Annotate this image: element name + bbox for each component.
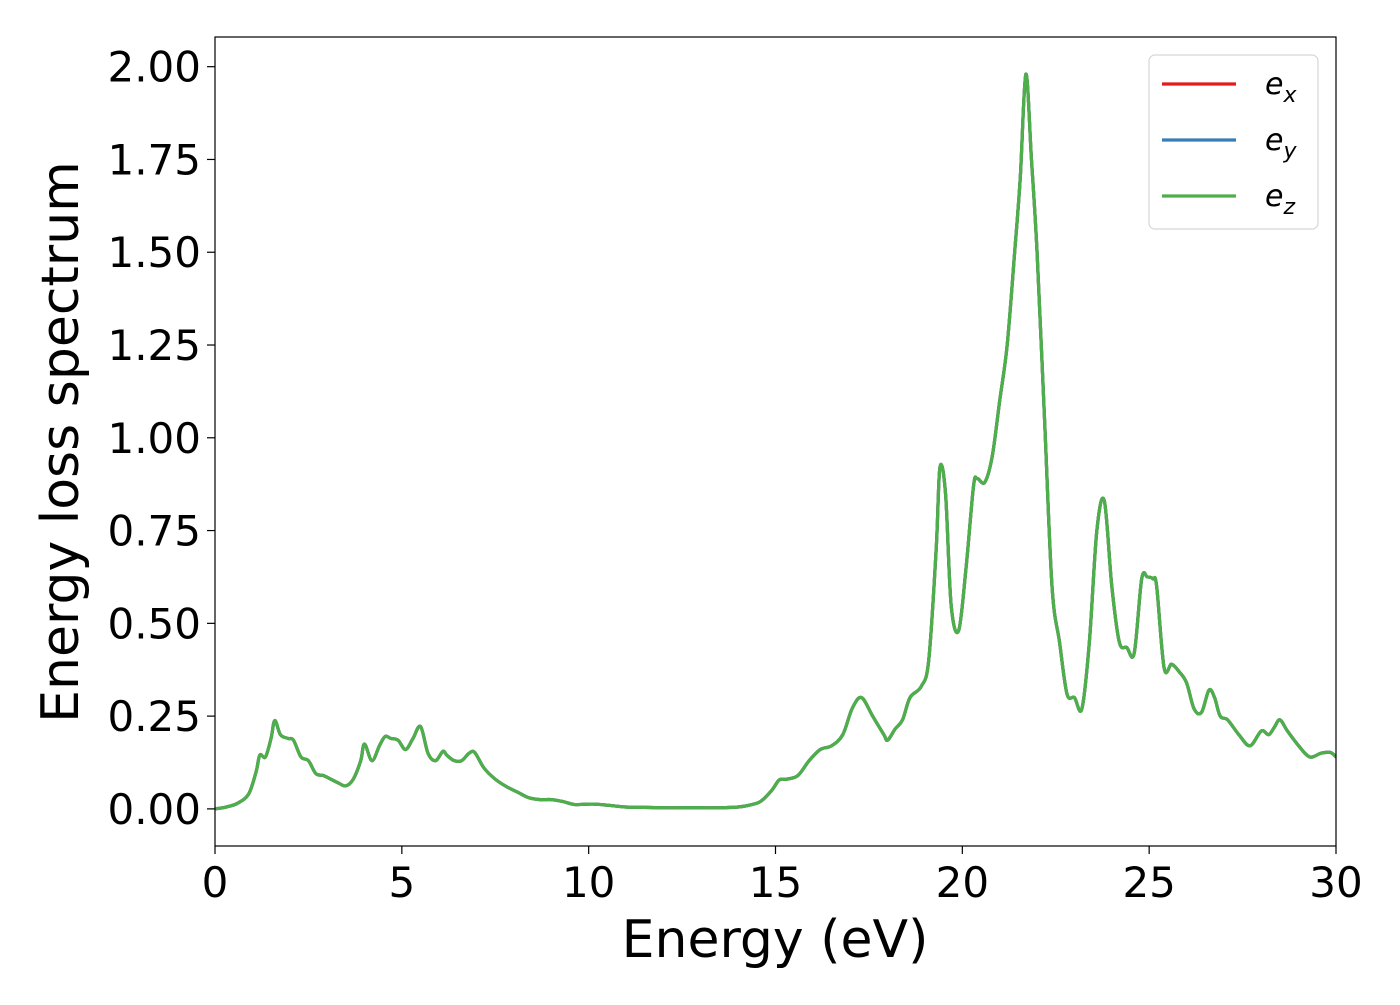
y-tick-label-8: 2.00 xyxy=(107,43,201,92)
x-tick-label-3: 15 xyxy=(749,858,802,907)
y-tick-label-7: 1.75 xyxy=(107,135,201,184)
legend-box xyxy=(1148,54,1319,230)
y-tick-label-6: 1.50 xyxy=(107,228,201,277)
x-tick-label-6: 30 xyxy=(1309,858,1362,907)
legend-label-e-x: ex xyxy=(1265,67,1297,108)
legend-label-e-y-base: e xyxy=(1265,123,1283,158)
x-tick-label-0: 0 xyxy=(202,858,229,907)
legend-label-e-z-subscript: z xyxy=(1282,195,1295,220)
y-tick-label-3: 0.75 xyxy=(107,507,201,556)
x-axis-label: Energy (eV) xyxy=(622,910,929,970)
legend-label-e-z-base: e xyxy=(1265,179,1283,214)
x-tick-label-5: 25 xyxy=(1122,858,1175,907)
legend-label-e-y-subscript: y xyxy=(1282,139,1297,164)
legend-label-e-x-subscript: x xyxy=(1282,83,1297,108)
y-tick-label-5: 1.25 xyxy=(107,321,201,370)
x-tick-label-4: 20 xyxy=(936,858,989,907)
plot-layer xyxy=(215,72,1336,811)
y-tick-label-0: 0.00 xyxy=(107,785,201,834)
axes-layer: 0 5 10 15 20 25 30 0.00 0.25 0.50 0.75 1.00 1.25 1.50… xyxy=(107,36,1363,907)
legend-label-e-y: ey xyxy=(1265,123,1297,164)
y-tick-label-1: 0.25 xyxy=(107,692,201,741)
y-tick-label-4: 1.00 xyxy=(107,414,201,463)
x-tick-label-1: 5 xyxy=(388,858,415,907)
x-tick-label-2: 10 xyxy=(562,858,615,907)
legend-label-e-x-base: e xyxy=(1265,67,1283,102)
legend-label-e-z: ez xyxy=(1265,179,1295,220)
y-axis-label: Energy loss spectrum xyxy=(31,161,91,723)
y-tick-label-2: 0.50 xyxy=(107,599,201,648)
series-line-e-z xyxy=(215,72,1336,811)
